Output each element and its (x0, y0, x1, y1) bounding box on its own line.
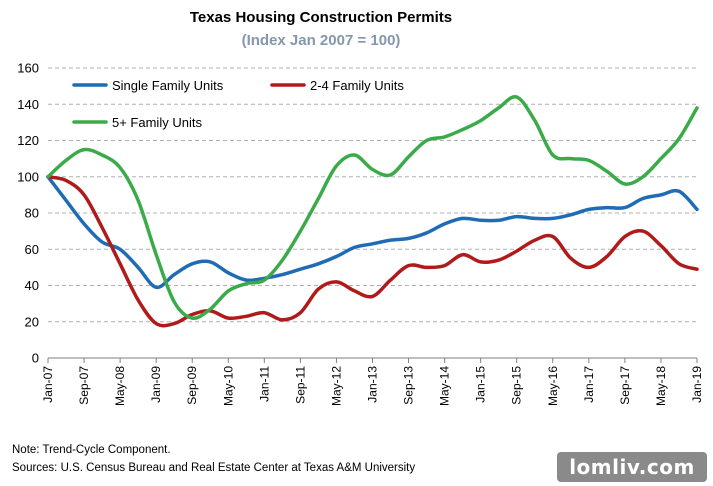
x-axis: Jan-07 Sep-07 May-08 Jan-09 Sep-09 May-10 Jan-… (41, 357, 704, 406)
chart-subtitle: (Index Jan 2007 = 100) (242, 32, 401, 49)
y-tick-label: 80 (25, 206, 39, 221)
x-tick-label: May-10 (221, 366, 235, 406)
x-tick-label: May-12 (329, 366, 343, 406)
y-axis-ticks: 0 20 40 60 80 100 120 140 160 (17, 61, 39, 366)
legend-label: 2-4 Family Units (310, 78, 404, 93)
y-tick-label: 140 (17, 97, 39, 112)
x-tick-label: Sep-13 (402, 366, 416, 405)
x-tick-label: Sep-17 (618, 366, 632, 405)
gridlines (48, 67, 697, 323)
source-note: Sources: U.S. Census Bureau and Real Est… (12, 462, 416, 474)
legend: Single Family Units 2-4 Family Units 5+ Fa… (72, 78, 404, 130)
legend-label: Single Family Units (112, 78, 224, 93)
series-line-2-4-family-units (46, 175, 699, 328)
x-tick-label: Jan-17 (582, 366, 596, 403)
watermark-badge: lomliv.com (557, 452, 707, 482)
x-tick-label: Sep-11 (293, 366, 307, 404)
chart-title: Texas Housing Construction Permits (190, 9, 452, 26)
x-tick-label: May-14 (438, 366, 452, 406)
x-tick-label: May-18 (654, 366, 668, 406)
y-tick-label: 120 (17, 133, 39, 148)
series-line-5-family-units (46, 94, 699, 320)
y-tick-label: 60 (25, 242, 39, 257)
x-tick-label: Jan-19 (690, 366, 704, 403)
x-tick-label: Jan-15 (474, 366, 488, 403)
x-tick-label: May-08 (113, 366, 127, 406)
legend-label: 5+ Family Units (112, 115, 202, 130)
y-tick-label: 20 (25, 314, 39, 329)
x-tick-label: May-16 (546, 366, 560, 406)
x-tick-label: Sep-15 (510, 366, 524, 405)
x-tick-label: Jan-07 (41, 366, 55, 403)
x-tick-label: Jan-13 (366, 366, 380, 403)
y-tick-label: 160 (17, 61, 39, 76)
line-chart: Texas Housing Construction Permits (Inde… (17, 9, 704, 406)
y-tick-label: 40 (25, 278, 39, 293)
x-tick-label: Jan-09 (149, 366, 163, 403)
footnote: Note: Trend-Cycle Component. (12, 444, 171, 456)
y-tick-label: 100 (17, 169, 39, 184)
x-tick-label: Jan-11 (257, 366, 271, 402)
series-line-single-family-units (46, 175, 699, 290)
x-tick-label: Sep-07 (77, 366, 91, 405)
x-tick-label: Sep-09 (185, 366, 199, 405)
series-lines (46, 94, 699, 328)
y-tick-label: 0 (32, 351, 39, 366)
